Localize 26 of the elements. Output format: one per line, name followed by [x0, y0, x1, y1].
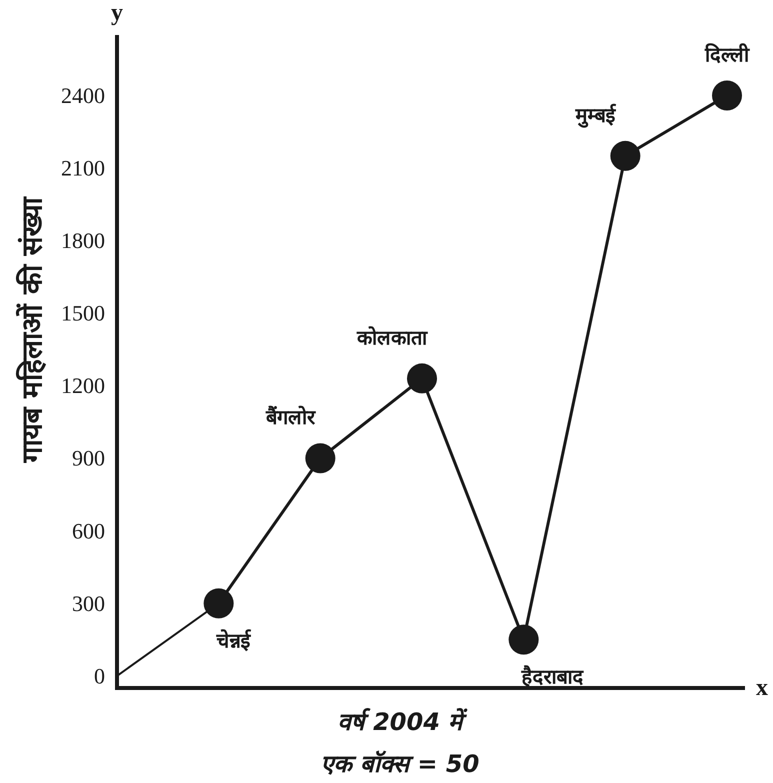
text: y — [111, 0, 123, 26]
y-tick-label: 0 — [94, 663, 105, 688]
y-tick-label: 1200 — [61, 373, 105, 398]
point — [407, 363, 437, 394]
y-tick-label: 900 — [72, 446, 105, 471]
point — [712, 80, 742, 110]
point — [305, 443, 336, 474]
x-tick-label: दिल्ली — [704, 42, 750, 66]
text: एक बॉक्स = 50 — [320, 750, 480, 778]
y-tick-label: 2100 — [61, 156, 105, 181]
y-tick-label: 300 — [72, 590, 105, 616]
point — [508, 624, 539, 655]
x-tick-label: बैंगलोर — [264, 405, 316, 430]
point — [610, 140, 640, 171]
y-tick-label: 1800 — [61, 228, 105, 254]
y-tick-label: 1500 — [61, 300, 105, 326]
x-tick-label: कोलकाता — [356, 325, 428, 350]
y-tick-label: 600 — [72, 518, 105, 544]
x-tick-label: मुम्बई — [574, 102, 616, 128]
x-tick-label: चेन्नई — [216, 628, 252, 652]
x-tick-label: हैदराबाद — [520, 664, 585, 689]
text: x — [756, 675, 768, 701]
y-axis-title: गायब महिलाओं की संख्या — [16, 195, 48, 464]
y-tick-label: 2400 — [61, 82, 105, 108]
x-axis-title: वर्ष 2004 में — [338, 708, 468, 736]
point — [204, 588, 234, 618]
